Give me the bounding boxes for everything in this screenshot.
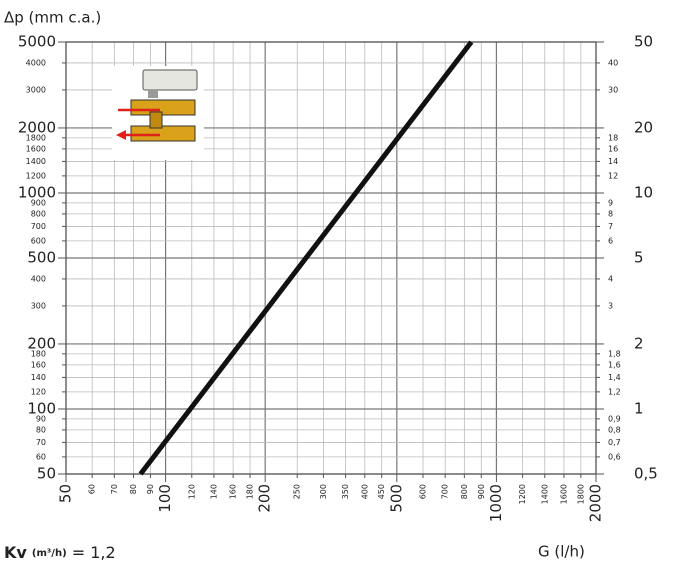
x-tick-label: 180 <box>246 484 255 499</box>
y2-tick-label: 1,2 <box>608 387 621 396</box>
y2-tick-label: 2 <box>634 334 644 352</box>
x-tick-label: 400 <box>360 484 369 499</box>
x-tick-label: 70 <box>110 484 119 494</box>
x-tick-label: 800 <box>460 484 469 499</box>
x-tick-label: 200 <box>256 484 274 513</box>
y-tick-label: 300 <box>31 301 46 310</box>
x-tick-label: 900 <box>477 484 486 499</box>
y2-tick-label: 40 <box>608 58 618 67</box>
y2-tick-label: 8 <box>608 209 613 218</box>
valve-upper <box>131 100 195 115</box>
y-tick-label: 1200 <box>26 171 46 180</box>
y-tick-label: 160 <box>31 360 46 369</box>
chart-title: Δp (mm c.a.) <box>4 9 101 27</box>
x-tick-label: 2000 <box>587 484 605 522</box>
y2-tick-label: 5 <box>634 249 644 267</box>
y-tick-label: 4000 <box>26 58 46 67</box>
x-axis-label: G (l/h) <box>538 543 585 561</box>
x-tick-label: 450 <box>377 484 386 499</box>
x-tick-label: 50 <box>57 484 75 503</box>
y2-tick-label: 0,7 <box>608 438 621 447</box>
x-tick-label: 1600 <box>559 484 568 504</box>
y-tick-label: 140 <box>31 373 46 382</box>
x-tick-label: 350 <box>341 484 350 499</box>
y-tick-label: 400 <box>31 274 46 283</box>
x-tick-label: 100 <box>156 484 174 513</box>
x-tick-label: 600 <box>419 484 428 499</box>
y-tick-label: 800 <box>31 209 46 218</box>
y-tick-label: 2000 <box>18 118 56 136</box>
kv-label: Kv <box>4 543 27 562</box>
y-tick-label: 1000 <box>18 183 56 201</box>
valve-icon <box>112 66 204 160</box>
y2-tick-label: 14 <box>608 157 618 166</box>
y-tick-label: 80 <box>36 425 46 434</box>
chart: Δp (mm c.a.) G (l/h) Kv (m³/h) = 1,2 60 7… <box>0 0 675 569</box>
kv-unit: (m³/h) <box>32 548 67 559</box>
y-tick-label: 700 <box>31 222 46 231</box>
x-tick-label: 500 <box>387 484 405 513</box>
y-tick-label: 100 <box>27 399 56 417</box>
actuator <box>143 70 197 90</box>
y2-tick-label: 9 <box>608 198 613 207</box>
y-tick-label: 3000 <box>26 85 46 94</box>
y2-tick-label: 1,6 <box>608 360 621 369</box>
x-tick-label: 60 <box>88 484 97 494</box>
kv-annotation: Kv (m³/h) = 1,2 <box>4 543 116 562</box>
y-tick-label: 50 <box>37 465 56 483</box>
y2-tick-label: 18 <box>608 133 618 142</box>
y-tick-label: 5000 <box>18 33 56 51</box>
y2-tick-label: 20 <box>634 118 653 136</box>
y2-tick-label: 30 <box>608 85 618 94</box>
y2-tick-label: 4 <box>608 274 613 283</box>
y-tick-label: 70 <box>36 438 46 447</box>
x-tick-label: 250 <box>293 484 302 499</box>
valve-lower <box>131 126 195 141</box>
valve-bypass <box>150 112 162 128</box>
y2-tick-label: 12 <box>608 171 618 180</box>
x-tick-label: 1800 <box>576 484 585 504</box>
x-tick-label: 90 <box>146 484 155 494</box>
y2-tick-label: 1,8 <box>608 349 621 358</box>
y2-tick-label: 16 <box>608 144 618 153</box>
y2-tick-label: 6 <box>608 236 613 245</box>
y-tick-label: 200 <box>27 334 56 352</box>
y-tick-label: 1400 <box>26 157 46 166</box>
y-tick-label: 500 <box>27 249 56 267</box>
y2-tick-label: 1 <box>634 399 644 417</box>
x-tick-label: 120 <box>187 484 196 499</box>
x-tick-label: 300 <box>319 484 328 499</box>
actuator-stem <box>148 90 158 98</box>
y2-tick-label: 1,4 <box>608 373 621 382</box>
x-tick-label: 700 <box>441 484 450 499</box>
y2-tick-label: 0,9 <box>608 414 621 423</box>
y-tick-label: 60 <box>36 452 46 461</box>
x-tick-label: 160 <box>229 484 238 499</box>
y-tick-label: 1600 <box>26 144 46 153</box>
y2-tick-label: 0,6 <box>608 452 621 461</box>
y2-tick-label: 50 <box>634 33 653 51</box>
y-tick-label: 600 <box>31 236 46 245</box>
x-tick-label: 1200 <box>518 484 527 504</box>
x-tick-label: 1400 <box>540 484 549 504</box>
y2-tick-label: 0,8 <box>608 425 621 434</box>
kv-value: = 1,2 <box>72 543 116 562</box>
y-tick-label: 120 <box>31 387 46 396</box>
x-tick-label: 140 <box>209 484 218 499</box>
x-tick-label: 1000 <box>487 484 505 522</box>
y2-tick-label: 0,5 <box>634 465 658 483</box>
y2-tick-label: 7 <box>608 222 613 231</box>
y2-tick-label: 10 <box>634 183 653 201</box>
x-tick-label: 80 <box>129 484 138 494</box>
y2-tick-label: 3 <box>608 301 613 310</box>
